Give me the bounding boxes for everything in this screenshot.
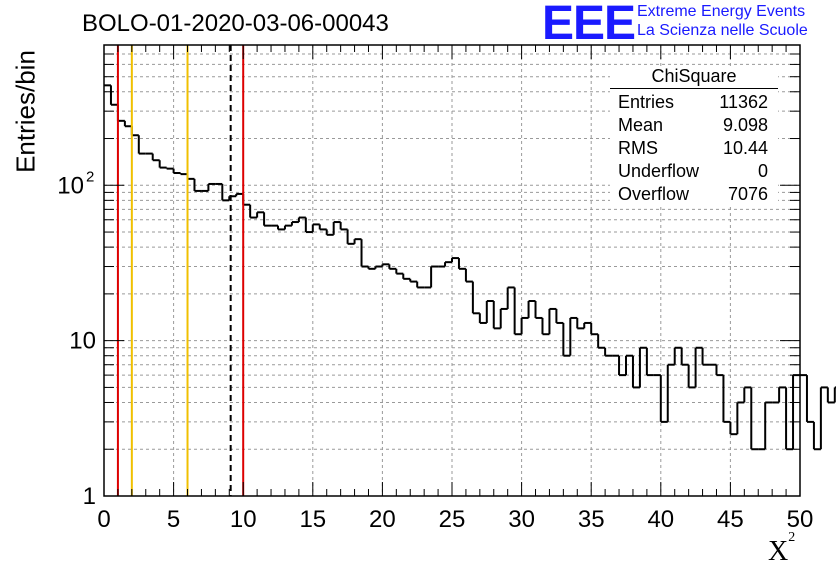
x-tick-label: 0 — [97, 506, 110, 533]
x-tick-label: 15 — [299, 506, 326, 533]
y-tick-label-exponent: 2 — [86, 168, 94, 185]
stats-box: ChiSquare Entries 11362 Mean 9.098 RMS 10.4… — [610, 66, 778, 206]
x-tick-label: 25 — [439, 506, 466, 533]
x-tick-label: 35 — [578, 506, 605, 533]
stats-row-overflow: Overflow 7076 — [618, 184, 768, 204]
grid-lines — [103, 44, 801, 497]
x-tick-label: 45 — [717, 506, 744, 533]
histogram-bins — [104, 84, 836, 451]
x-tick-label: 5 — [167, 506, 180, 533]
chart-title: BOLO-01-2020-03-06-00043 — [82, 10, 389, 37]
x-tick-label: 50 — [787, 506, 814, 533]
eee-logo: EEE — [542, 0, 636, 50]
logo-line-1: Extreme Energy Events — [637, 3, 806, 20]
logo-line-2: La Scienza nelle Scuole — [637, 22, 808, 39]
x-axis-label: X2 — [768, 530, 796, 567]
axis-ticks — [103, 44, 801, 497]
stats-title: ChiSquare — [610, 66, 778, 89]
marker-lines — [116, 45, 245, 496]
x-tick-label: 40 — [647, 506, 674, 533]
y-tick-label: 10 — [57, 172, 84, 199]
y-tick-label: 1 — [83, 483, 96, 510]
stats-row-underflow: Underflow 0 — [618, 161, 768, 181]
stats-row-rms: RMS 10.44 — [618, 138, 768, 158]
x-tick-label: 10 — [230, 506, 257, 533]
x-tick-label: 20 — [369, 506, 396, 533]
stats-row-entries: Entries 11362 — [618, 92, 768, 112]
y-tick-label: 10 — [69, 328, 96, 355]
x-tick-label: 30 — [508, 506, 535, 533]
stats-row-mean: Mean 9.098 — [618, 115, 768, 135]
